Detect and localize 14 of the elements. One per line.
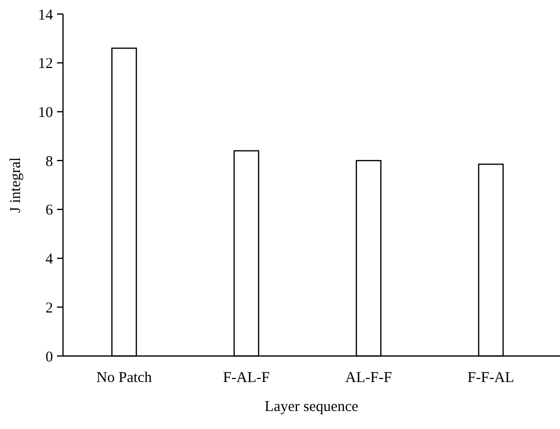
x-axis-title: Layer sequence <box>264 399 359 415</box>
y-tick-label: 2 <box>46 300 53 316</box>
x-tick-label: F-F-AL <box>468 370 514 386</box>
x-tick-label: No Patch <box>96 370 152 386</box>
y-tick-label: 0 <box>46 349 53 366</box>
y-tick-label: 14 <box>38 7 54 24</box>
y-axis-title: J integral <box>8 157 24 213</box>
x-tick-label: F-AL-F <box>223 370 270 386</box>
y-tick-label: 8 <box>46 154 53 170</box>
x-tick-label: AL-F-F <box>345 370 392 386</box>
y-tick-label: 6 <box>46 202 54 219</box>
y-tick-label: 4 <box>46 252 54 268</box>
y-tick-label: 10 <box>38 104 53 121</box>
y-tick-label: 12 <box>38 56 53 72</box>
